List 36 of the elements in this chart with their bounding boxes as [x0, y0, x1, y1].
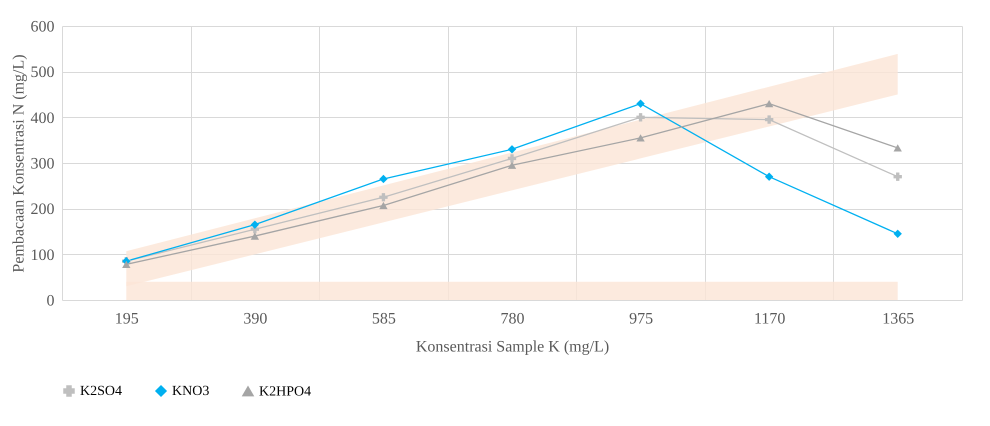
point	[894, 230, 902, 238]
x-tick-label: 585	[372, 310, 396, 328]
y-axis-title: Pembacaan Konsentrasi N (mg/L)	[10, 54, 28, 273]
point	[379, 174, 388, 184]
x-tick-label: 1170	[754, 310, 786, 328]
x-tick-label: 780	[500, 310, 524, 328]
y-tick-label: 0	[46, 292, 54, 310]
x-tick-label: 975	[629, 310, 654, 328]
x-tick-label: 195	[114, 310, 139, 328]
point	[894, 144, 902, 152]
point	[379, 202, 388, 210]
point	[122, 260, 130, 268]
legend-label: K2HPO4	[259, 384, 312, 400]
point	[379, 193, 388, 202]
point	[636, 113, 645, 122]
point	[894, 172, 902, 181]
y-tick-label: 100	[30, 246, 54, 264]
point	[636, 134, 645, 142]
legend-label: KNO3	[172, 384, 210, 399]
y-tick-label: 600	[30, 18, 54, 36]
point	[764, 115, 774, 124]
y-tick-label: 200	[30, 201, 54, 218]
x-axis-title: Konsentrasi Sample K (mg/L)	[416, 338, 610, 356]
point	[764, 100, 774, 108]
legend-label: K2SO4	[80, 384, 122, 399]
y-tick-label: 500	[30, 64, 54, 82]
point	[636, 99, 645, 108]
y-tick-label: 400	[30, 110, 54, 127]
point	[250, 232, 260, 240]
y-tick-label: 300	[30, 156, 54, 172]
x-tick-label: 1365	[882, 310, 914, 328]
x-tick-label: 390	[243, 310, 268, 328]
point	[250, 220, 260, 229]
point	[508, 145, 516, 154]
point	[508, 162, 516, 169]
point	[764, 172, 774, 181]
